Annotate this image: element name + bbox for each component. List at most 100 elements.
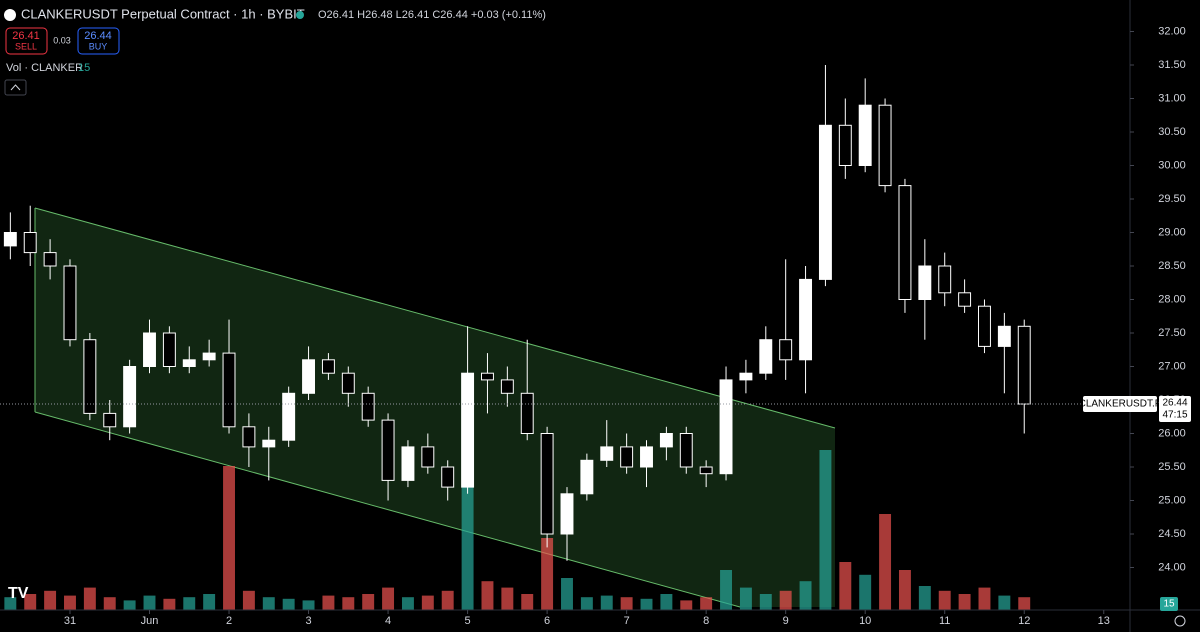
candle-body <box>878 104 892 187</box>
volume-bar <box>600 595 613 610</box>
candle-body <box>481 372 494 381</box>
x-tick-label: 5 <box>465 615 471 627</box>
candle-body <box>719 379 733 475</box>
channel-fill <box>35 208 835 607</box>
y-tick-label: 28.50 <box>1158 260 1186 272</box>
y-tick-label: 30.50 <box>1158 126 1186 138</box>
candle-body <box>978 305 991 347</box>
volume-bar <box>203 594 216 610</box>
volume-bar <box>779 590 792 610</box>
volume-bar <box>302 600 315 610</box>
volume-bar <box>859 574 872 610</box>
x-tick-label: 13 <box>1098 615 1110 627</box>
volume-bar <box>660 594 673 610</box>
candle-body <box>262 439 276 448</box>
x-tick-label: 31 <box>64 615 76 627</box>
candle-body <box>182 359 196 367</box>
candle-body <box>83 339 97 414</box>
candle-body <box>739 372 753 381</box>
y-tick-label: 32.00 <box>1158 25 1186 37</box>
volume-bar <box>680 600 693 610</box>
candle-body <box>540 433 554 535</box>
volume-value: 15 <box>78 62 90 74</box>
candle-body <box>580 459 594 495</box>
ohlc-legend: O26.41 H26.48 L26.41 C26.44 +0.03 (+0.11… <box>318 9 546 21</box>
volume-bar <box>819 450 832 610</box>
y-tick-label: 27.00 <box>1158 360 1186 372</box>
sell-price: 26.41 <box>12 30 40 42</box>
y-tick-label: 31.50 <box>1158 59 1186 71</box>
candle-body <box>242 426 256 448</box>
x-tick-label: 9 <box>783 615 789 627</box>
candle-body <box>341 372 355 394</box>
candle-body <box>361 392 375 421</box>
price-tag: 26.44 <box>1162 398 1187 409</box>
y-tick-label: 28.00 <box>1158 293 1186 305</box>
volume-bar <box>759 594 772 610</box>
status-dot <box>296 11 304 19</box>
candle-body <box>162 332 176 367</box>
channel-top <box>34 207 836 429</box>
x-tick-label: 6 <box>544 615 550 627</box>
tv-logo: TV <box>8 585 29 602</box>
y-tick-label: 24.00 <box>1158 561 1186 573</box>
volume-bar <box>720 570 732 610</box>
x-tick-label: 3 <box>305 615 311 627</box>
volume-bar <box>620 597 633 610</box>
buy-button[interactable] <box>77 27 120 55</box>
candle-body <box>103 412 117 428</box>
volume-bar <box>461 450 474 610</box>
candle-body <box>302 359 316 394</box>
candle-body <box>818 124 832 280</box>
candle-body <box>898 185 912 301</box>
volume-bar <box>44 590 57 610</box>
candle-body <box>838 124 852 167</box>
x-tick-label: Jun <box>141 615 159 627</box>
candle-body <box>401 446 415 481</box>
volume-bar <box>421 595 434 610</box>
candle-body <box>779 339 793 361</box>
collapse-icon <box>10 84 21 91</box>
volume-bar <box>580 597 593 610</box>
y-tick-label: 26.00 <box>1158 427 1186 439</box>
chart-title[interactable]: CLANKERUSDT Perpetual Contract · 1h · BY… <box>21 6 305 21</box>
volume-badge <box>1160 597 1178 611</box>
volume-bar <box>839 562 852 610</box>
volume-bar <box>561 578 573 610</box>
symbol-logo[interactable] <box>4 9 16 21</box>
candle-body <box>1017 325 1031 405</box>
candle-body <box>997 325 1011 347</box>
candle-body <box>461 372 475 488</box>
candle-body <box>123 366 137 428</box>
volume-bar <box>541 538 554 610</box>
settings-button[interactable] <box>1174 615 1186 627</box>
volume-bar <box>739 587 752 610</box>
candle-body <box>600 446 614 461</box>
candle-body <box>918 265 932 300</box>
candle-body <box>3 232 17 247</box>
candle-body <box>520 392 534 434</box>
volume-bar <box>362 594 375 610</box>
x-tick-label: 7 <box>624 615 630 627</box>
volume-bar <box>1018 597 1031 610</box>
candle-body <box>858 104 872 166</box>
sell-button[interactable] <box>5 27 48 55</box>
y-tick-label: 25.50 <box>1158 461 1186 473</box>
candle-body <box>560 493 574 535</box>
volume-bar <box>918 586 931 610</box>
channel-bottom <box>34 411 741 608</box>
volume-bar <box>799 581 812 610</box>
volume-bar <box>481 581 494 610</box>
y-tick-label: 30.00 <box>1158 159 1186 171</box>
y-tick-label: 24.50 <box>1158 528 1186 540</box>
symbol-tag-box <box>1083 396 1157 413</box>
candle-body <box>282 392 296 441</box>
x-tick-label: 10 <box>859 615 871 627</box>
collapse-button[interactable] <box>4 79 27 96</box>
volume-bar <box>382 587 395 610</box>
volume-bar <box>242 590 255 610</box>
candle-body <box>759 339 773 374</box>
y-tick-label: 27.50 <box>1158 327 1186 339</box>
candle-body <box>421 446 435 468</box>
volume-bar <box>163 598 176 610</box>
